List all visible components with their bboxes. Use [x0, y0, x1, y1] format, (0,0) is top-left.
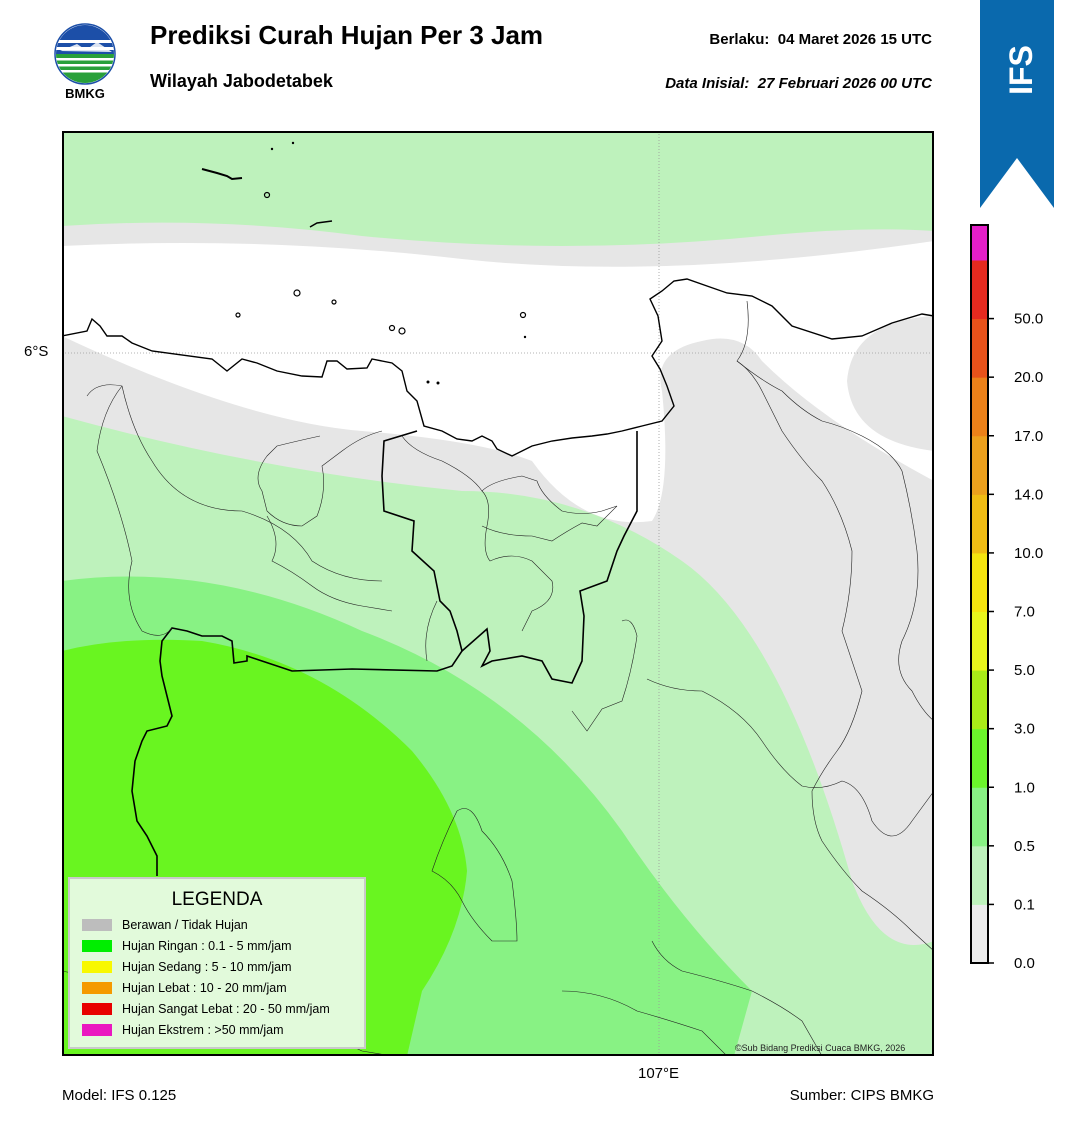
colorbar-tick-label: 3.0	[1014, 721, 1035, 738]
colorbar-frame	[970, 224, 989, 964]
colorbar-segment	[971, 904, 988, 964]
island	[291, 141, 295, 145]
map-title: Prediksi Curah Hujan Per 3 Jam	[150, 20, 544, 50]
colorbar: 0.0 0.1 0.5 1.0 3.0 5.0 7.0 10.0 14.0 17.0 20.0 50.…	[970, 224, 1043, 968]
colorbar-segment	[971, 728, 988, 788]
colorbar-tick-label: 0.1	[1014, 896, 1035, 913]
island	[436, 381, 440, 385]
model-label: Model: IFS 0.125	[62, 1087, 177, 1104]
legend-label: Berawan / Tidak Hujan	[122, 918, 248, 932]
colorbar-tick-label: 14.0	[1014, 486, 1043, 503]
colorbar-segment	[971, 552, 988, 612]
legend-swatch	[82, 940, 112, 952]
white-zone	[62, 241, 934, 523]
legend-swatch	[82, 919, 112, 931]
legend-item: Hujan Ringan : 0.1 - 5 mm/jam	[82, 938, 292, 954]
legend-item: Hujan Lebat : 10 - 20 mm/jam	[82, 980, 287, 996]
legend-swatch	[82, 961, 112, 973]
island	[235, 312, 241, 318]
valid-time: Berlaku: 04 Maret 2026 15 UTC	[709, 31, 932, 48]
colorbar-segment	[971, 318, 988, 378]
bmkg-logo-icon	[54, 23, 116, 85]
logo-text: BMKG	[65, 86, 105, 101]
island	[293, 289, 301, 297]
colorbar-segment	[971, 435, 988, 495]
legend-item: Berawan / Tidak Hujan	[82, 917, 248, 933]
island	[398, 327, 406, 335]
colorbar-tick-label: 5.0	[1014, 662, 1035, 679]
province-border-jakarta	[461, 431, 638, 684]
legend-swatch	[82, 1024, 112, 1036]
map-subtitle: Wilayah Jabodetabek	[150, 71, 333, 91]
province-border-banten	[131, 430, 463, 876]
colorbar-segment	[971, 670, 988, 730]
legend-item: Hujan Ekstrem : >50 mm/jam	[82, 1022, 284, 1038]
source-label: Sumber: CIPS BMKG	[789, 1087, 934, 1104]
legend-item: Hujan Sangat Lebat : 20 - 50 mm/jam	[82, 1001, 330, 1017]
lon-label: 107°E	[638, 1065, 680, 1082]
legend-label: Hujan Lebat : 10 - 20 mm/jam	[122, 981, 287, 995]
legend-swatch	[82, 982, 112, 994]
island	[263, 191, 271, 199]
legend-item: Hujan Sedang : 5 - 10 mm/jam	[82, 959, 292, 975]
map-frame	[62, 131, 934, 1056]
colorbar-segment	[971, 377, 988, 437]
colorbar-segment	[971, 225, 988, 261]
island	[388, 324, 396, 332]
colorbar-tick-label: 17.0	[1014, 428, 1043, 445]
legend: LEGENDA Berawan / Tidak Hujan Hujan Ring…	[68, 877, 366, 1049]
colorbar-segment	[971, 260, 988, 320]
colorbar-tick-label: 0.5	[1014, 838, 1035, 855]
colorbar-tick-label: 10.0	[1014, 545, 1043, 562]
colorbar-tick-label: 1.0	[1014, 779, 1035, 796]
island	[270, 147, 274, 151]
colorbar-segment	[971, 845, 988, 905]
legend-label: Hujan Sangat Lebat : 20 - 50 mm/jam	[122, 1002, 330, 1016]
island	[523, 335, 527, 339]
colorbar-tick-label: 20.0	[1014, 369, 1043, 386]
lat-label: 6°S	[24, 343, 49, 360]
colorbar-segment	[971, 611, 988, 671]
island	[519, 311, 527, 319]
legend-label: Hujan Ringan : 0.1 - 5 mm/jam	[122, 939, 292, 953]
island	[426, 380, 430, 384]
legend-label: Hujan Sedang : 5 - 10 mm/jam	[122, 960, 292, 974]
credit-text: ©Sub Bidang Prediksi Cuaca BMKG, 2026	[735, 1043, 906, 1053]
colorbar-tick-label: 50.0	[1014, 311, 1043, 328]
banner-text: IFS	[1003, 45, 1039, 95]
island	[201, 168, 243, 181]
island	[331, 299, 337, 305]
island	[309, 220, 333, 228]
colorbar-segment	[971, 787, 988, 847]
colorbar-tick-label: 7.0	[1014, 604, 1035, 621]
initial-data-time: Data Inisial: 27 Februari 2026 00 UTC	[665, 75, 932, 92]
legend-title: LEGENDA	[171, 889, 263, 910]
legend-swatch	[82, 1003, 112, 1015]
ifs-banner: IFS	[980, 0, 1054, 208]
colorbar-tick-label: 0.0	[1014, 955, 1035, 968]
colorbar-segment	[971, 494, 988, 554]
legend-label: Hujan Ekstrem : >50 mm/jam	[122, 1023, 284, 1037]
coastline	[62, 278, 934, 457]
